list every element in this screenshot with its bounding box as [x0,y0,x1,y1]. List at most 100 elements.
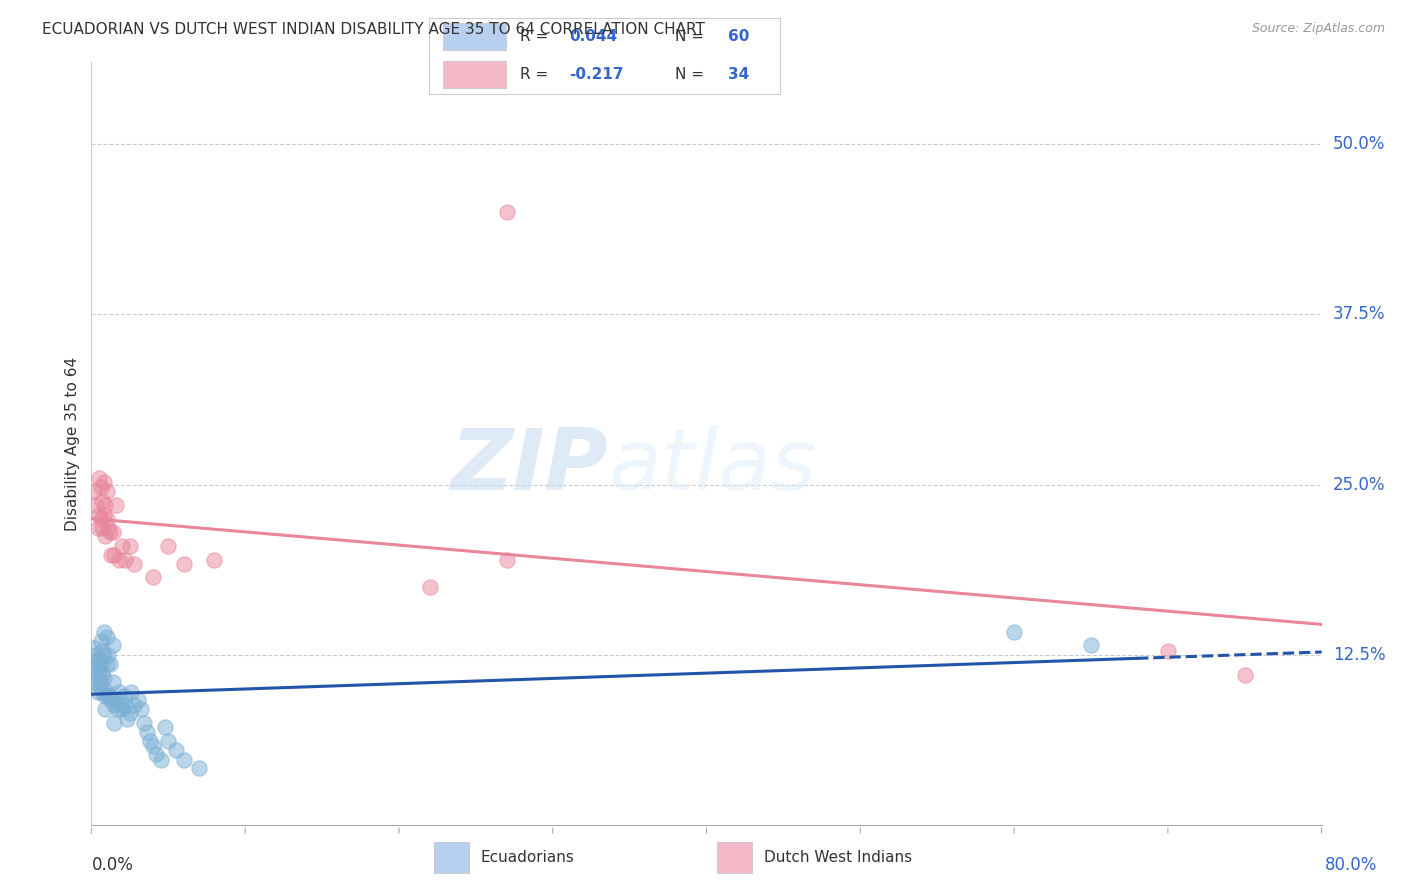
FancyBboxPatch shape [433,842,470,873]
Point [91,644,114,658]
Text: 80.0%: 80.0% [1324,855,1378,873]
Point [142,739,165,753]
Point [93,648,115,662]
Point [114,552,136,566]
Point [93,624,115,639]
Point [96,684,118,698]
Point [94,702,117,716]
Point [103,698,125,713]
Text: 50.0%: 50.0% [1333,136,1385,153]
Point [157,733,180,747]
Point [124,698,146,713]
Point [91,494,114,508]
Text: 37.5%: 37.5% [1333,305,1385,324]
Point [1157,644,1180,658]
Point [101,638,124,652]
Point [111,539,134,553]
Point [1233,668,1256,682]
Point [91,665,114,680]
Text: ZIP: ZIP [450,425,607,508]
Point [118,539,141,553]
Point [97,689,120,703]
Point [105,693,127,707]
Point [202,552,225,566]
Point [110,698,132,713]
Text: Source: ZipAtlas.com: Source: ZipAtlas.com [1251,22,1385,36]
Point [107,702,129,716]
Point [114,698,136,713]
Point [124,557,146,571]
Text: 34: 34 [728,67,749,82]
Text: N =: N = [675,67,709,82]
Point [165,743,187,757]
Point [132,715,155,730]
Point [118,706,141,721]
Point [96,511,118,525]
Text: ECUADORIAN VS DUTCH WEST INDIAN DISABILITY AGE 35 TO 64 CORRELATION CHART: ECUADORIAN VS DUTCH WEST INDIAN DISABILI… [42,22,704,37]
Text: N =: N = [675,29,709,44]
Point [495,552,517,566]
Point [94,689,117,703]
Point [90,511,112,525]
Point [153,720,177,734]
Point [101,525,124,540]
Text: Dutch West Indians: Dutch West Indians [765,850,912,864]
Point [103,715,125,730]
Point [127,693,149,707]
Point [94,529,117,543]
Point [495,205,517,219]
Point [149,753,172,767]
Text: Ecuadorians: Ecuadorians [481,850,575,864]
Point [87,665,110,680]
Point [120,684,142,698]
FancyBboxPatch shape [717,842,752,873]
Point [112,689,135,703]
Point [86,684,108,698]
Text: 0.044: 0.044 [569,29,617,44]
Text: 25.0%: 25.0% [1333,475,1385,493]
Point [96,484,118,499]
Point [96,657,118,672]
Point [135,725,157,739]
Point [97,521,120,535]
Point [1002,624,1025,639]
Point [173,557,195,571]
Point [84,661,107,675]
Point [83,641,105,656]
Text: atlas: atlas [607,425,815,508]
Point [87,471,110,485]
Text: -0.217: -0.217 [569,67,624,82]
Point [173,753,195,767]
Text: 60: 60 [728,29,749,44]
Point [145,747,167,762]
Point [83,484,105,499]
Point [87,679,110,693]
Point [105,498,127,512]
Point [157,539,180,553]
FancyBboxPatch shape [443,23,506,50]
Point [97,648,120,662]
Point [84,648,107,662]
FancyBboxPatch shape [443,61,506,87]
Point [84,675,107,690]
Point [84,498,107,512]
Point [96,630,118,644]
Point [188,761,211,775]
Text: 12.5%: 12.5% [1333,646,1385,664]
Point [139,733,162,747]
Point [90,480,112,494]
Point [115,712,138,726]
Point [98,689,121,703]
Point [86,671,108,685]
Point [101,675,124,690]
Y-axis label: Disability Age 35 to 64: Disability Age 35 to 64 [65,357,80,531]
Point [108,552,131,566]
Point [1080,638,1102,652]
Text: R =: R = [520,29,554,44]
Point [419,580,441,594]
Point [87,652,110,666]
Point [90,634,112,648]
Point [100,549,122,563]
Point [100,693,122,707]
Point [98,657,121,672]
